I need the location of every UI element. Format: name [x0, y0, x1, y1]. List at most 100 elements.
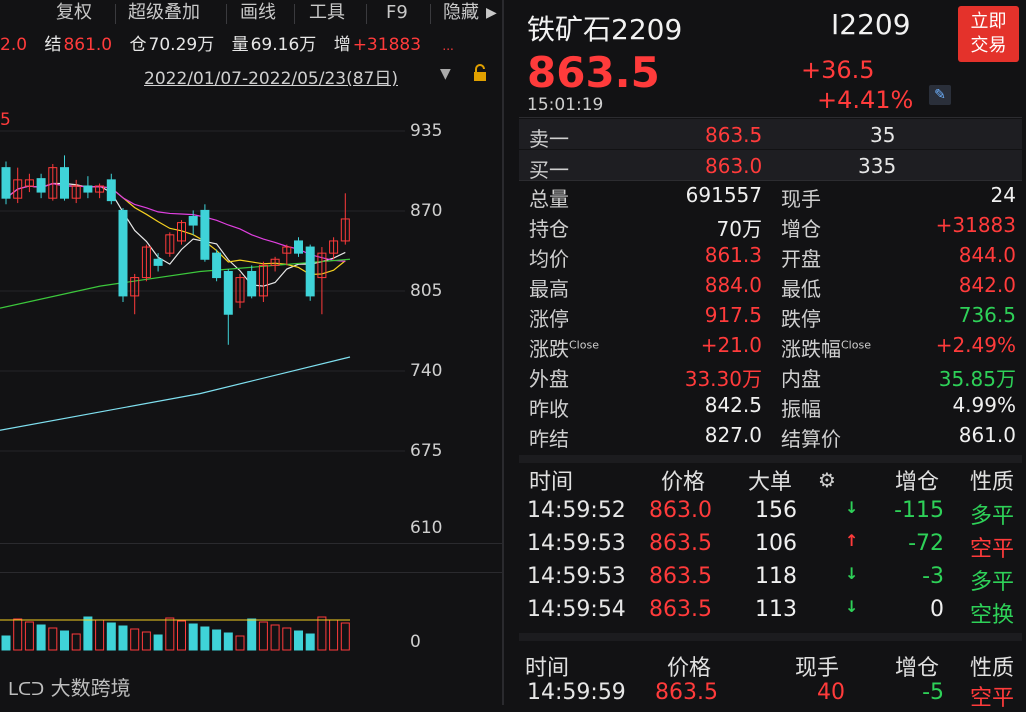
- ma120-line: [0, 356, 351, 431]
- last-price: 863.5: [527, 48, 660, 97]
- date-range-selector[interactable]: 2022/01/07-2022/05/23(87日): [144, 69, 398, 89]
- candle-body: [340, 218, 350, 242]
- volume-bar: [106, 622, 116, 651]
- stat-label: 涨停: [529, 307, 569, 331]
- chart-divider: [0, 543, 503, 544]
- column-header[interactable]: 大单: [748, 470, 793, 495]
- tick-time: 14:59:53: [527, 531, 626, 556]
- ma5-line: [5, 182, 346, 287]
- watermark-logo-icon: ᒪᑕᑐ: [8, 679, 45, 700]
- volume-bar: [305, 633, 315, 651]
- tick-price: 863.0: [649, 498, 712, 523]
- candle-body: [305, 246, 315, 297]
- volume-bar: [247, 618, 257, 651]
- candle-body: [106, 179, 116, 202]
- candle-body: [270, 258, 280, 266]
- candle-body: [48, 167, 58, 199]
- price-change-pct: +4.41%: [817, 86, 914, 114]
- bid-row-bg: [519, 150, 1022, 180]
- tick-increase: -115: [894, 498, 944, 523]
- stat-label: 跌停: [781, 307, 821, 331]
- volume-bar: [130, 628, 140, 651]
- trade-now-button[interactable]: 立即 交易: [958, 6, 1019, 62]
- tick-time: 14:59:52: [527, 498, 626, 523]
- candle-body: [258, 264, 268, 297]
- hide-button[interactable]: 隐藏: [443, 2, 479, 23]
- candle-body: [200, 209, 210, 260]
- divider: [519, 117, 1022, 118]
- stat-value: 917.5: [704, 303, 762, 327]
- column-header[interactable]: 性质: [970, 470, 1015, 495]
- stat-volume-value: 69.16万: [250, 35, 317, 55]
- kline-panel: 复权 超级叠加 画线 工具 F9 隐藏 ▶ 2.0 结 861.0 仓 70.29万…: [0, 0, 503, 705]
- volume-bar: [188, 623, 198, 651]
- volume-bar: [340, 622, 350, 651]
- volume-divider: [0, 572, 503, 573]
- candle-body: [71, 185, 81, 199]
- candle-body: [153, 258, 163, 266]
- arrow-down-icon: ↓: [845, 498, 859, 517]
- volume-bar: [235, 635, 245, 651]
- candle-body: [60, 167, 69, 199]
- column-header[interactable]: 时间: [529, 470, 574, 495]
- volume-bar: [258, 621, 268, 651]
- toolbar-divider: [294, 4, 295, 24]
- stat-label: 振幅: [781, 397, 821, 421]
- f9-button[interactable]: F9: [386, 2, 408, 23]
- tools-button[interactable]: 工具: [309, 2, 345, 23]
- stat-value: 842.0: [958, 273, 1016, 297]
- tick-increase: -5: [922, 680, 944, 705]
- column-header[interactable]: 增仓: [895, 656, 940, 681]
- toolbar-divider: [115, 4, 116, 24]
- edit-pencil-icon[interactable]: ✎: [929, 85, 951, 105]
- tick-price: 863.5: [649, 564, 712, 589]
- bid1-price[interactable]: 863.0: [705, 154, 763, 178]
- candle-body: [317, 252, 327, 279]
- chevron-right-icon[interactable]: ▶: [486, 5, 497, 21]
- y-tick-label: 805: [410, 281, 443, 301]
- dropdown-triangle-icon[interactable]: ▼: [440, 66, 451, 82]
- stat-first-value: 2.0: [0, 35, 28, 55]
- candle-body: [212, 252, 222, 279]
- stat-value: +21.0: [700, 333, 762, 357]
- super-overlay-button[interactable]: 超级叠加: [128, 2, 200, 23]
- y-tick-label: 675: [410, 441, 443, 461]
- stat-value: 691557: [685, 183, 762, 207]
- volume-zero-label: 0: [410, 632, 421, 652]
- stat-value: +2.49%: [935, 333, 1016, 357]
- stats-bar: 2.0 结 861.0 仓 70.29万 量 69.16万 增 +31883 ...: [0, 30, 456, 56]
- lock-icon[interactable]: [472, 64, 486, 81]
- stat-value: 70万: [716, 217, 762, 241]
- candle-body: [24, 179, 34, 187]
- candle-body: [188, 216, 198, 226]
- draw-line-button[interactable]: 画线: [240, 2, 276, 23]
- stat-value: 736.5: [958, 303, 1016, 327]
- column-header[interactable]: 增仓: [895, 470, 940, 495]
- tick-nature: 空换: [970, 603, 1015, 628]
- column-header[interactable]: 价格: [661, 470, 706, 495]
- tick-nature: 多平: [970, 504, 1015, 529]
- candle-body: [329, 240, 339, 254]
- column-header[interactable]: 性质: [970, 656, 1015, 681]
- ask1-price[interactable]: 863.5: [705, 123, 763, 147]
- quote-panel: 铁矿石2209 I2209 立即 交易 863.5 +36.5 +4.41% 1…: [505, 0, 1026, 711]
- volume-bar: [212, 629, 222, 651]
- volume-bar: [329, 619, 339, 651]
- stat-label: 涨跌幅Close: [781, 337, 871, 361]
- gear-icon[interactable]: ⚙: [818, 468, 836, 492]
- stat-settle-value: 861.0: [63, 35, 113, 55]
- stat-settle-label: 结: [44, 35, 62, 55]
- volume-bar: [270, 624, 280, 651]
- candle-body: [13, 179, 23, 199]
- more-dots-icon[interactable]: ...: [442, 39, 454, 53]
- y-tick-label: 610: [410, 518, 443, 538]
- candlestick-chart: [0, 130, 405, 452]
- watermark: ᒪᑕᑐ 大数跨境: [8, 672, 131, 701]
- stat-position-label: 仓: [129, 35, 147, 55]
- column-header[interactable]: 时间: [525, 656, 570, 681]
- divider: [519, 180, 1022, 181]
- tick-qty: 106: [755, 531, 797, 556]
- column-header[interactable]: 现手: [795, 656, 840, 681]
- column-header[interactable]: 价格: [667, 656, 712, 681]
- restore-rights-button[interactable]: 复权: [56, 2, 92, 23]
